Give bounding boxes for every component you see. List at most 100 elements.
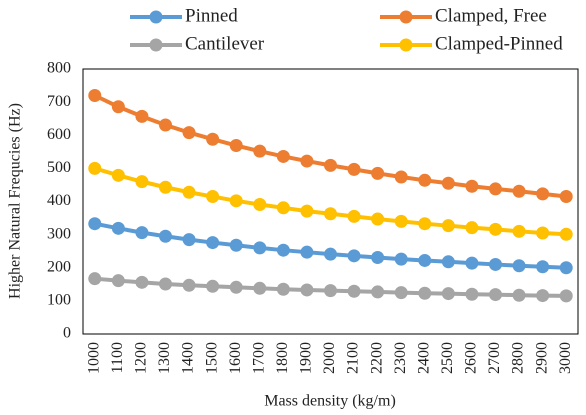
legend-label: Clamped, Free <box>435 5 547 26</box>
data-point <box>276 282 290 296</box>
data-point <box>512 184 526 198</box>
data-point <box>465 221 479 235</box>
data-point <box>324 158 337 172</box>
data-point <box>371 166 385 180</box>
data-point <box>88 161 102 175</box>
x-tick-label: 2400 <box>415 342 432 374</box>
data-point <box>394 286 408 300</box>
data-point <box>88 89 102 102</box>
data-point <box>441 219 455 233</box>
y-tick-label: 500 <box>47 159 71 176</box>
data-point <box>371 285 385 299</box>
y-tick-label: 200 <box>47 258 71 275</box>
x-tick-label: 1700 <box>250 342 267 374</box>
data-point <box>276 149 290 163</box>
data-point <box>253 197 267 211</box>
x-tick-label: 1000 <box>85 342 102 374</box>
data-point <box>465 179 479 193</box>
data-point <box>182 233 196 247</box>
data-point <box>324 247 337 261</box>
legend-marker <box>149 38 163 52</box>
x-tick-label: 3000 <box>557 342 574 374</box>
data-point <box>441 176 455 190</box>
data-point <box>536 260 550 274</box>
data-point <box>206 190 220 204</box>
x-tick-label: 1800 <box>274 342 291 374</box>
data-point <box>300 245 314 259</box>
data-point <box>111 221 125 235</box>
data-point <box>253 241 267 255</box>
data-point <box>229 139 243 153</box>
data-point <box>111 100 125 114</box>
data-point <box>347 162 361 176</box>
data-point <box>347 284 361 298</box>
x-tick-label: 1400 <box>180 342 197 374</box>
data-point <box>276 243 290 257</box>
x-tick-label: 2800 <box>510 342 527 374</box>
data-point <box>276 201 290 215</box>
data-point <box>206 279 220 293</box>
data-point <box>512 224 526 238</box>
data-point <box>418 217 432 231</box>
data-point <box>418 173 432 187</box>
data-point <box>300 204 314 218</box>
data-point <box>182 278 196 292</box>
x-tick-label: 2600 <box>463 342 480 374</box>
data-point <box>300 283 314 297</box>
data-point <box>182 126 196 140</box>
data-point <box>135 109 149 123</box>
y-tick-label: 300 <box>47 225 71 242</box>
data-point <box>536 289 550 303</box>
x-tick-label: 2700 <box>486 342 503 374</box>
data-point <box>135 175 149 189</box>
x-tick-label: 2100 <box>345 342 362 374</box>
legend-label: Cantilever <box>185 33 265 54</box>
data-point <box>465 256 479 270</box>
x-tick-label: 2200 <box>368 342 385 374</box>
data-point <box>394 214 408 228</box>
data-point <box>159 229 172 243</box>
data-point <box>559 289 573 303</box>
y-tick-label: 600 <box>47 126 71 143</box>
data-point <box>253 281 267 295</box>
data-point <box>441 255 455 269</box>
legend-label: Clamped-Pinned <box>435 33 563 54</box>
data-point <box>324 207 337 221</box>
data-point <box>182 185 196 199</box>
plot-frame <box>82 68 579 335</box>
data-point <box>465 287 479 301</box>
data-point <box>394 170 408 184</box>
legend-marker <box>149 10 163 24</box>
data-point <box>229 280 243 294</box>
data-point <box>159 277 172 291</box>
data-point <box>371 250 385 264</box>
data-point <box>159 118 172 132</box>
data-point <box>135 275 149 289</box>
data-point <box>489 257 502 271</box>
x-tick-label: 2500 <box>439 342 456 374</box>
data-point <box>229 238 243 252</box>
data-point <box>512 259 526 273</box>
data-point <box>253 144 267 158</box>
data-point <box>536 187 550 201</box>
data-point <box>229 194 243 208</box>
x-tick-label: 2300 <box>392 342 409 374</box>
data-point <box>512 288 526 302</box>
data-point <box>347 209 361 223</box>
data-point <box>159 180 172 194</box>
data-point <box>111 274 125 288</box>
data-point <box>88 272 102 286</box>
data-point <box>489 288 502 302</box>
y-tick-label: 100 <box>47 292 71 309</box>
data-point <box>536 226 550 240</box>
data-point <box>418 286 432 300</box>
data-point <box>88 217 102 231</box>
y-tick-label: 700 <box>47 93 71 110</box>
data-point <box>347 249 361 263</box>
data-point <box>418 253 432 267</box>
x-tick-label: 1900 <box>298 342 315 374</box>
x-tick-label: 1600 <box>227 342 244 374</box>
data-point <box>559 261 573 275</box>
x-tick-label: 1100 <box>109 342 126 373</box>
